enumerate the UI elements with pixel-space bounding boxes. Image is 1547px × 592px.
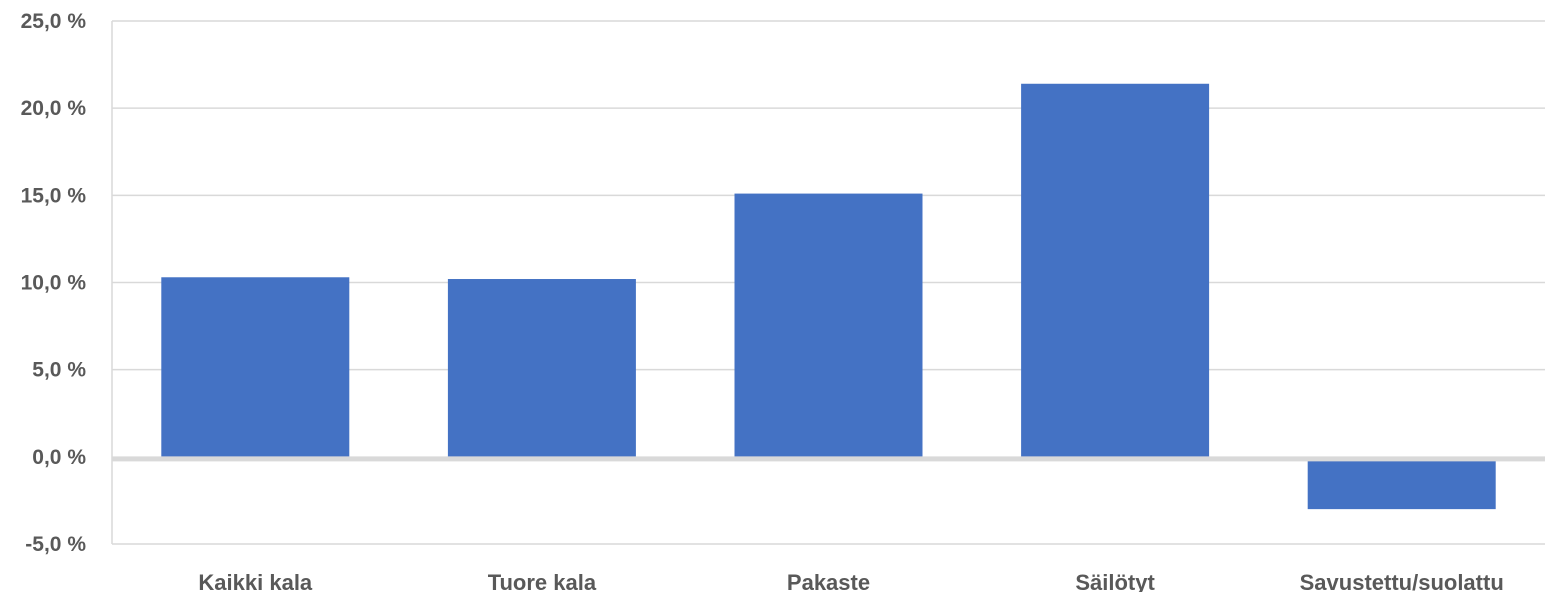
bar — [447, 279, 636, 457]
x-category-label: Kaikki kala — [198, 570, 313, 592]
bar — [734, 193, 923, 457]
bar — [161, 277, 350, 457]
bars — [161, 83, 1496, 510]
x-category-label: Tuore kala — [488, 570, 597, 592]
bar — [1021, 83, 1210, 457]
y-tick-labels: -5,0 % 0,0 % 5,0 % 10,0 % 15,0 % 20,0 % 25,0 % — [21, 10, 87, 556]
y-tick-label: 15,0 % — [21, 184, 87, 207]
y-tick-label: 0,0 % — [32, 446, 86, 469]
y-tick-label: 5,0 % — [32, 359, 86, 382]
x-category-labels: Kaikki kala Tuore kala Pakaste Säilötyt Savu… — [198, 570, 1503, 592]
bar — [1307, 456, 1496, 510]
y-tick-label: 20,0 % — [21, 97, 87, 120]
y-tick-label: 10,0 % — [21, 272, 87, 295]
y-tick-label: -5,0 % — [25, 533, 86, 556]
axes — [111, 21, 1545, 544]
y-tick-label: 25,0 % — [21, 10, 87, 33]
x-category-label: Pakaste — [787, 570, 870, 592]
x-category-label: Säilötyt — [1075, 570, 1155, 592]
x-category-label: Savustettu/suolattu — [1300, 570, 1504, 592]
